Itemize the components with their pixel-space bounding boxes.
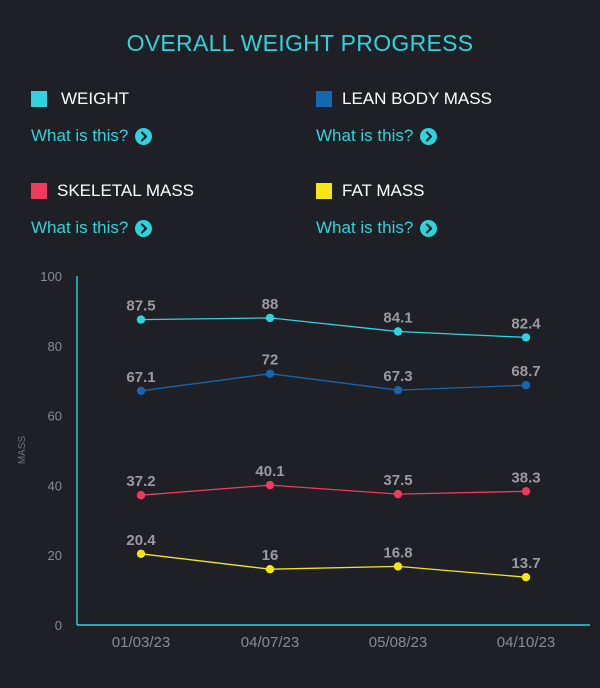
help-link-text[interactable]: What is this? bbox=[31, 218, 129, 237]
data-label: 37.5 bbox=[383, 472, 412, 489]
chevron-right-circle-icon[interactable] bbox=[420, 219, 438, 237]
what-is-this-link-weight[interactable]: What is this? bbox=[31, 126, 153, 146]
what-is-this-link-fat-mass[interactable]: What is this? bbox=[316, 218, 438, 238]
series-line bbox=[140, 373, 527, 392]
x-tick-label: 04/10/23 bbox=[497, 634, 555, 651]
what-is-this-link-lean-body-mass[interactable]: What is this? bbox=[316, 126, 492, 146]
x-tick-label: 01/03/23 bbox=[112, 634, 170, 651]
data-label: 38.3 bbox=[511, 469, 540, 486]
legend-item-skeletal-mass: SKELETAL MASS What is this? bbox=[31, 181, 194, 238]
data-label: 82.4 bbox=[511, 315, 541, 332]
data-label: 67.1 bbox=[126, 369, 155, 386]
y-tick-label: 60 bbox=[48, 409, 62, 424]
data-point bbox=[393, 489, 403, 499]
data-label: 16 bbox=[262, 547, 279, 564]
data-point bbox=[521, 333, 531, 342]
legend-label: LEAN BODY MASS bbox=[342, 89, 492, 108]
data-label: 67.3 bbox=[383, 368, 412, 385]
series-line bbox=[140, 317, 527, 339]
data-label: 16.8 bbox=[383, 544, 412, 561]
data-point bbox=[136, 549, 146, 558]
data-point bbox=[265, 480, 275, 490]
legend-swatch bbox=[31, 91, 47, 107]
legend-label: FAT MASS bbox=[342, 181, 425, 200]
y-tick-label: 100 bbox=[40, 269, 62, 284]
data-point bbox=[265, 313, 275, 323]
data-label: 68.7 bbox=[511, 363, 540, 380]
chevron-right-circle-icon[interactable] bbox=[420, 127, 438, 145]
data-point bbox=[265, 369, 275, 378]
y-tick-label: 80 bbox=[48, 339, 62, 354]
chevron-right-circle-icon[interactable] bbox=[135, 219, 153, 237]
data-point bbox=[136, 491, 146, 500]
x-tick-label: 05/08/23 bbox=[369, 634, 427, 651]
data-label: 88 bbox=[262, 296, 279, 313]
data-label: 72 bbox=[262, 352, 279, 369]
data-point bbox=[521, 573, 531, 582]
y-tick-label: 40 bbox=[48, 478, 62, 493]
y-tick-label: 20 bbox=[48, 548, 62, 563]
series-line bbox=[140, 553, 527, 578]
chevron-right-circle-icon[interactable] bbox=[135, 127, 153, 145]
data-point bbox=[521, 487, 531, 496]
data-point bbox=[393, 327, 403, 336]
data-label: 20.4 bbox=[126, 532, 156, 549]
help-link-text[interactable]: What is this? bbox=[316, 126, 414, 145]
legend-item-lean-body-mass: LEAN BODY MASS What is this? bbox=[316, 89, 492, 146]
what-is-this-link-skeletal-mass[interactable]: What is this? bbox=[31, 218, 194, 238]
data-point bbox=[136, 386, 146, 395]
legend-swatch bbox=[316, 183, 332, 199]
chart-title: OVERALL WEIGHT PROGRESS bbox=[126, 30, 474, 56]
data-label: 84.1 bbox=[383, 310, 412, 327]
legend-label: SKELETAL MASS bbox=[57, 181, 194, 200]
y-axis-label: MASS bbox=[17, 436, 28, 465]
data-point bbox=[136, 315, 146, 324]
help-link-text[interactable]: What is this? bbox=[31, 126, 129, 145]
data-point bbox=[393, 385, 403, 395]
legend-swatch bbox=[31, 183, 47, 199]
legend-label: WEIGHT bbox=[61, 89, 129, 108]
data-label: 40.1 bbox=[255, 463, 284, 480]
series-line bbox=[140, 484, 527, 496]
data-point bbox=[521, 381, 531, 390]
legend-swatch bbox=[316, 91, 332, 107]
data-label: 13.7 bbox=[511, 555, 540, 572]
legend-item-weight: WEIGHT What is this? bbox=[31, 89, 153, 146]
data-label: 37.2 bbox=[126, 473, 155, 490]
legend-item-fat-mass: FAT MASS What is this? bbox=[316, 181, 438, 238]
help-link-text[interactable]: What is this? bbox=[316, 218, 414, 237]
data-label: 87.5 bbox=[126, 298, 155, 315]
y-tick-label: 0 bbox=[55, 618, 62, 633]
data-point bbox=[393, 562, 403, 571]
x-tick-label: 04/07/23 bbox=[241, 634, 299, 651]
data-point bbox=[265, 565, 275, 574]
